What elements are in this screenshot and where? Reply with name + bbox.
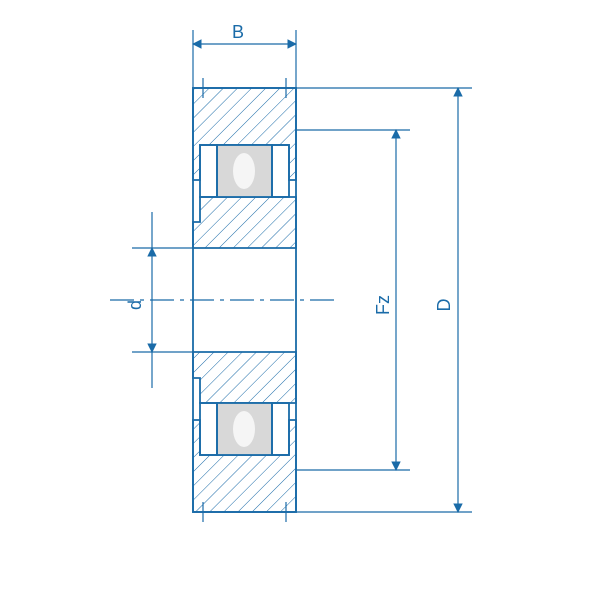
dim-label-B: B	[232, 22, 244, 42]
dim-label-Fz: Fz	[373, 295, 393, 315]
dim-label-d: d	[125, 300, 145, 310]
dim-label-D: D	[434, 299, 454, 312]
bearing-cross-section-diagram: Bd Fz D	[0, 0, 600, 600]
